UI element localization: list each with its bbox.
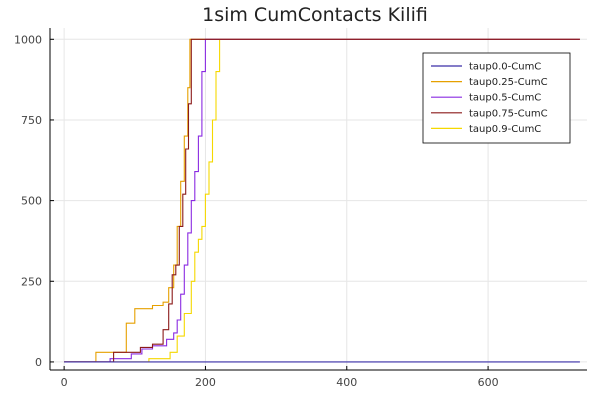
x-tick-label: 200 bbox=[195, 376, 216, 389]
x-tick-label: 600 bbox=[478, 376, 499, 389]
legend-label: taup0.9-CumC bbox=[469, 124, 541, 135]
legend-label: taup0.5-CumC bbox=[469, 93, 541, 104]
legend: taup0.0-CumC taup0.25-CumC taup0.5-CumC tau… bbox=[422, 52, 571, 144]
y-tick-label: 1000 bbox=[14, 33, 42, 46]
series-line bbox=[64, 38, 580, 363]
chart-title: 1sim CumContacts Kilifi bbox=[202, 4, 428, 26]
axes bbox=[49, 28, 587, 371]
legend-items: taup0.0-CumC taup0.25-CumC taup0.5-CumC tau… bbox=[431, 62, 548, 135]
series-line bbox=[64, 38, 580, 363]
tick-labels: 0 200 400 600 0 250 500 750 1000 bbox=[14, 33, 499, 389]
y-tick-label: 750 bbox=[21, 114, 42, 127]
y-tick-label: 0 bbox=[35, 356, 42, 369]
x-tick-label: 400 bbox=[336, 376, 357, 389]
x-tick-label: 0 bbox=[61, 376, 68, 389]
legend-label: taup0.75-CumC bbox=[469, 108, 548, 119]
legend-label: taup0.25-CumC bbox=[469, 77, 548, 88]
y-tick-label: 500 bbox=[21, 195, 42, 208]
series-line bbox=[64, 38, 580, 363]
series-lines bbox=[64, 38, 580, 363]
series-line bbox=[64, 38, 580, 363]
legend-label: taup0.0-CumC bbox=[469, 62, 541, 73]
y-tick-label: 250 bbox=[21, 275, 42, 288]
